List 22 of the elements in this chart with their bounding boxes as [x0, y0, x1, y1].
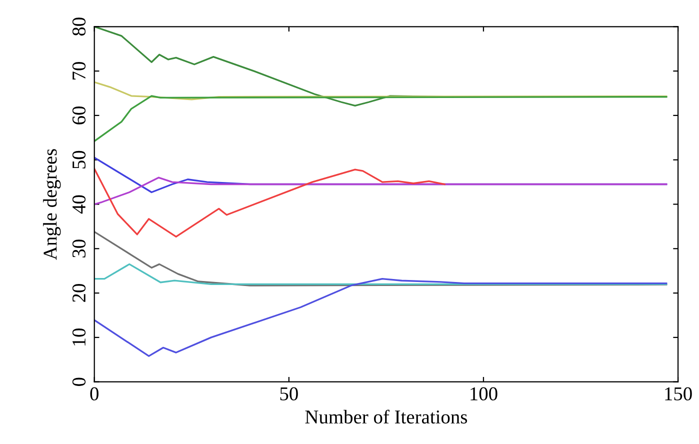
y-tick-label: 70 — [72, 62, 86, 80]
y-tick-label: 0 — [72, 378, 86, 386]
x-axis-title: Number of Iterations — [305, 410, 468, 424]
y-tick-label: 20 — [72, 284, 86, 302]
y-tick-label: 50 — [72, 150, 86, 168]
y-tick-label: 10 — [72, 328, 86, 346]
y-tick-label: 60 — [72, 106, 86, 124]
y-tick-label: 80 — [72, 18, 86, 36]
y-axis-title: Angle degrees — [43, 149, 61, 260]
y-tick-label: 30 — [72, 240, 86, 258]
x-tick-label: 150 — [665, 387, 692, 400]
y-tick-label: 40 — [72, 195, 86, 214]
line-series — [94, 278, 668, 357]
x-tick-label: 0 — [90, 387, 98, 400]
line-series — [94, 81, 668, 100]
x-tick-label: 50 — [280, 387, 298, 400]
line-series — [94, 176, 668, 206]
x-tick-label: 100 — [470, 387, 498, 400]
line-series — [94, 263, 668, 285]
line-series — [94, 168, 446, 238]
line-series — [94, 230, 668, 286]
line-series — [94, 95, 668, 142]
